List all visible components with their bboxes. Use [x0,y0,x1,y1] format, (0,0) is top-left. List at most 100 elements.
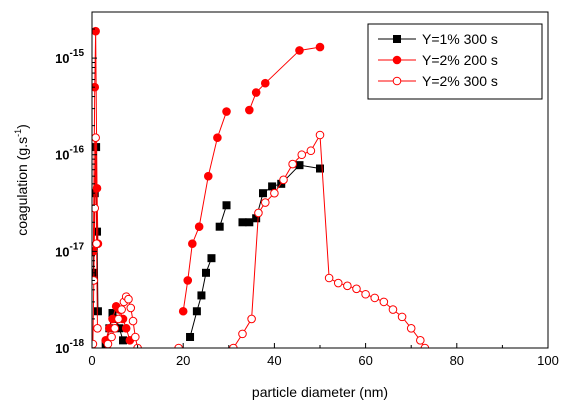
data-point [324,273,334,283]
data-point [178,306,188,316]
data-point [295,46,304,55]
data-point [388,305,398,314]
y-tick-label: 10-18 [55,338,84,356]
y-tick-base: 10 [55,51,69,66]
data-point [124,294,133,304]
data-point [92,183,102,193]
data-point [229,343,238,348]
data-point [268,182,277,191]
data-point [92,26,100,36]
data-point [215,222,224,231]
y-axis-title-main: coagulation (g.s [14,137,30,236]
data-point [361,289,370,299]
data-point [306,146,316,156]
data-point [247,314,256,324]
data-point [333,278,343,288]
x-tick-label: 20 [176,353,190,368]
data-point [197,291,206,300]
data-point [119,336,128,345]
data-point [222,107,231,116]
x-tick-label: 40 [267,353,281,368]
data-point [202,268,210,277]
data-point [315,130,325,140]
y-tick-exp: -16 [70,145,85,156]
data-point [416,336,425,345]
data-point [126,303,136,313]
data-point [270,188,279,198]
x-axis-title: particle diameter (nm) [252,384,388,400]
data-point [295,161,304,170]
data-point [245,105,254,115]
series-line [92,137,98,345]
data-point [288,159,297,169]
data-point [92,203,100,213]
legend-label: Y=2% 300 s [422,73,498,89]
series-3 [92,130,430,348]
y-tick-base: 10 [55,341,69,356]
data-point [174,343,183,348]
data-point [392,55,402,65]
data-point [103,339,113,348]
x-tick-label: 0 [88,353,95,368]
data-point [343,281,352,291]
data-point [316,164,324,173]
data-point [92,82,100,92]
data-point [117,305,126,314]
data-point [245,218,254,227]
data-point [110,323,120,333]
data-point [114,314,123,324]
data-point [183,276,193,285]
data-point [420,343,430,348]
data-point [107,332,116,342]
data-point [92,133,100,143]
legend-label: Y=1% 300 s [422,31,498,47]
x-tick-label: 80 [450,353,464,368]
data-point [92,239,101,249]
data-point [260,198,270,207]
y-tick-label: 10-15 [55,48,84,66]
data-point [203,171,213,181]
data-point [192,307,201,316]
data-point [370,293,380,303]
data-point [194,222,204,232]
data-point [238,329,247,339]
data-point [259,189,267,198]
data-point [397,312,407,322]
x-axis: 0 20 40 60 80 100 [88,343,559,368]
data-point [93,323,102,333]
y-axis-title: coagulation (g.s-1) [13,124,30,236]
x-tick-label: 60 [358,353,372,368]
y-tick-label: 10-17 [55,241,84,259]
legend: Y=1% 300 s Y=2% 200 s Y=2% 300 s [367,23,543,100]
data-point [92,339,98,348]
data-point [188,239,197,249]
y-tick-base: 10 [55,244,69,259]
data-point [297,150,307,160]
data-point [406,323,416,333]
data-point [213,133,222,143]
data-point [121,323,131,333]
y-tick-exp: -15 [70,48,85,59]
data-point [238,218,247,227]
data-point [186,332,195,341]
data-point [131,332,140,342]
data-point [315,42,325,52]
data-point [254,208,263,218]
data-point [207,254,216,263]
data-point [379,297,389,307]
data-point [222,201,231,210]
data-point [352,284,361,294]
data-point [393,35,401,43]
data-layer [92,26,430,348]
data-point [279,175,288,185]
y-tick-exp: -18 [70,338,85,349]
data-point [251,88,261,97]
legend-label: Y=2% 200 s [422,52,498,68]
data-point [260,78,270,88]
y-axis-title-close: ) [14,124,30,129]
y-tick-base: 10 [55,148,69,163]
y-tick-exp: -17 [70,241,85,252]
y-tick-label: 10-16 [55,145,84,163]
